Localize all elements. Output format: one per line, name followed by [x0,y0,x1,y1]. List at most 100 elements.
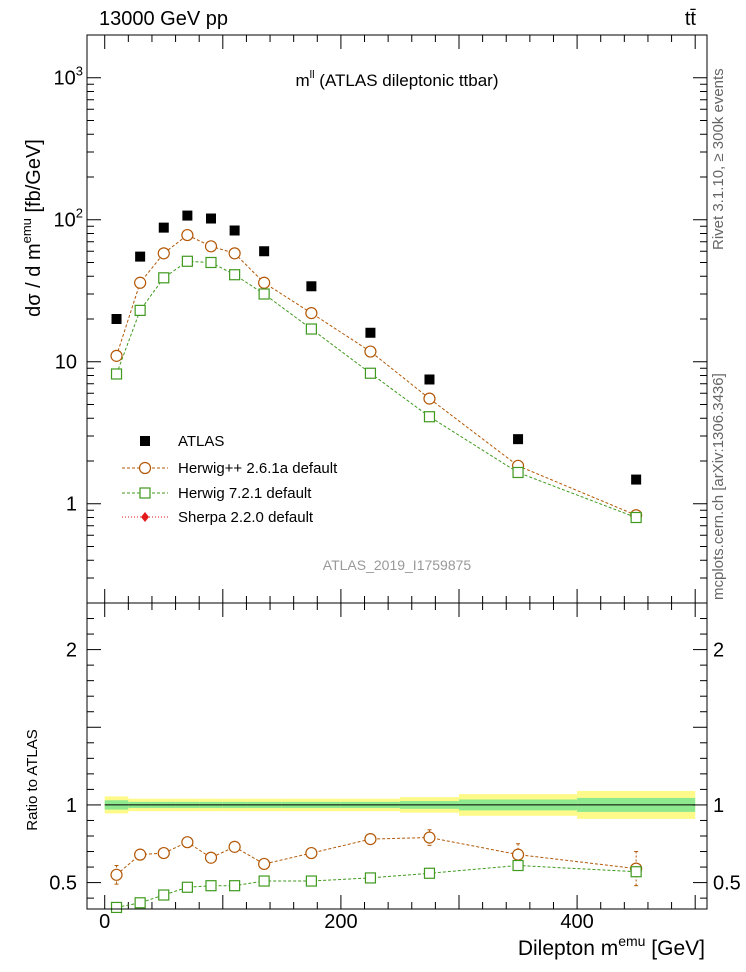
ratio-point [511,848,525,861]
ratio-bands [104,790,696,819]
ratio-point [134,848,147,861]
data-point [306,281,317,292]
ratio-series [110,829,643,914]
ratio-point [228,840,241,853]
ratio-point [512,859,524,872]
data-point [110,368,123,380]
data-point [631,474,642,485]
mcplots-label: mcplots.cern.ch [arXiv:1306.3436] [710,373,727,600]
ratio-y-tick-label-right: 0.5 [713,873,741,895]
data-point [365,327,376,338]
main-ylabel-main: dσ / d m [23,243,45,316]
main-ylabel-sup: emu [19,218,34,243]
data-point [513,434,524,445]
series-line [116,836,637,876]
ratio-frame [86,602,708,910]
legend-label: Herwig 7.2.1 default [178,485,312,502]
ratio-point [110,901,123,914]
ratio-panel: 0.5 0.5 1 1 2 2 0 200 400 Ratio to ATLAS Dilepto… [24,602,741,960]
data-point [204,240,218,253]
data-point [157,247,170,260]
ratio-point [204,851,218,864]
energy-label: 13000 GeV pp [99,8,228,30]
series-2 [110,255,642,524]
ratio-point [364,872,377,884]
data-point [206,213,216,224]
ratio-point [305,846,318,860]
data-point [181,228,194,242]
legend-marker [139,487,151,499]
data-point [364,345,377,358]
y-tick-label-exp: 3 [76,64,83,79]
data-point [258,288,270,300]
data-point [423,392,436,405]
data-point [135,251,146,262]
ratio-point [364,833,377,846]
y-tick-label: 102 [54,206,83,232]
data-point [512,466,524,479]
data-point [111,314,122,324]
legend-marker [140,436,150,446]
series-0 [111,210,642,485]
data-point [423,411,436,423]
y-tick-label-base: 10 [54,68,76,90]
ratio-point [630,866,642,878]
ratio-y-tick-label-right: 1 [713,795,724,817]
y-tick-label-base: 10 [55,352,77,374]
y-tick-label: 1 [66,494,77,516]
ratio-series-0 [110,829,643,887]
ratio-xlabel-main: Dilepton m [518,937,618,960]
y-tick-label-base: 1 [66,494,77,516]
y-tick-label-exp: 2 [76,206,83,221]
ratio-x-tick-label: 0 [99,911,110,933]
ratio-point [423,867,436,879]
ratio-point [157,846,170,860]
data-point [424,374,435,385]
ratio-series-1 [110,859,642,914]
ratio-xlabel-unit: [GeV] [645,937,705,960]
ratio-point [110,868,123,881]
legend-label: Sherpa 2.2.0 default [178,509,314,526]
ratio-point [205,880,217,892]
data-point [228,247,241,260]
data-point [158,222,169,233]
ratio-y-tick-label-right: 2 [713,640,724,662]
ratio-y-tick-label: 2 [66,640,77,662]
ratio-x-tick-label: 400 [560,911,593,933]
ratio-y-tick-label: 0.5 [49,873,77,895]
ratio-point [258,857,271,871]
data-point [229,269,241,281]
ratio-ylabel: Ratio to ATLAS [24,729,41,830]
data-point [134,276,147,289]
legend-marker [141,512,149,522]
ratio-xlabel-sup: emu [618,933,645,949]
data-point [110,349,123,362]
series-line [116,234,637,516]
data-point [229,225,240,236]
main-title: mll (ATLAS dileptonic ttbar) [296,69,499,90]
main-ylabel-unit: [fb/GeV] [23,139,45,218]
data-point [258,276,271,289]
y-tick-label: 103 [54,64,83,90]
legend-marker [138,461,152,475]
series-line [116,260,637,518]
main-title-base: m [296,71,310,90]
analysis-label: ATLAS_2019_I1759875 [323,557,472,573]
process-label: tt̄ [685,8,697,30]
data-point [182,210,193,221]
ratio-point [158,889,170,901]
ratio-xlabel: Dilepton memu [GeV] [518,933,705,960]
y-tick-label: 10 [55,352,77,374]
data-point [259,246,270,257]
legend: ATLAS Herwig++ 2.6.1a default Herwig 7.2.1… [122,433,338,526]
main-title-rest: (ATLAS dileptonic ttbar) [315,71,499,90]
main-ylabel: dσ / d memu [fb/GeV] [19,139,45,317]
ratio-point [305,875,317,887]
ratio-point [258,875,270,887]
ratio-ticks: 0.5 0.5 1 1 2 2 0 200 400 [49,603,741,933]
data-point [205,256,217,269]
data-point [158,272,170,284]
